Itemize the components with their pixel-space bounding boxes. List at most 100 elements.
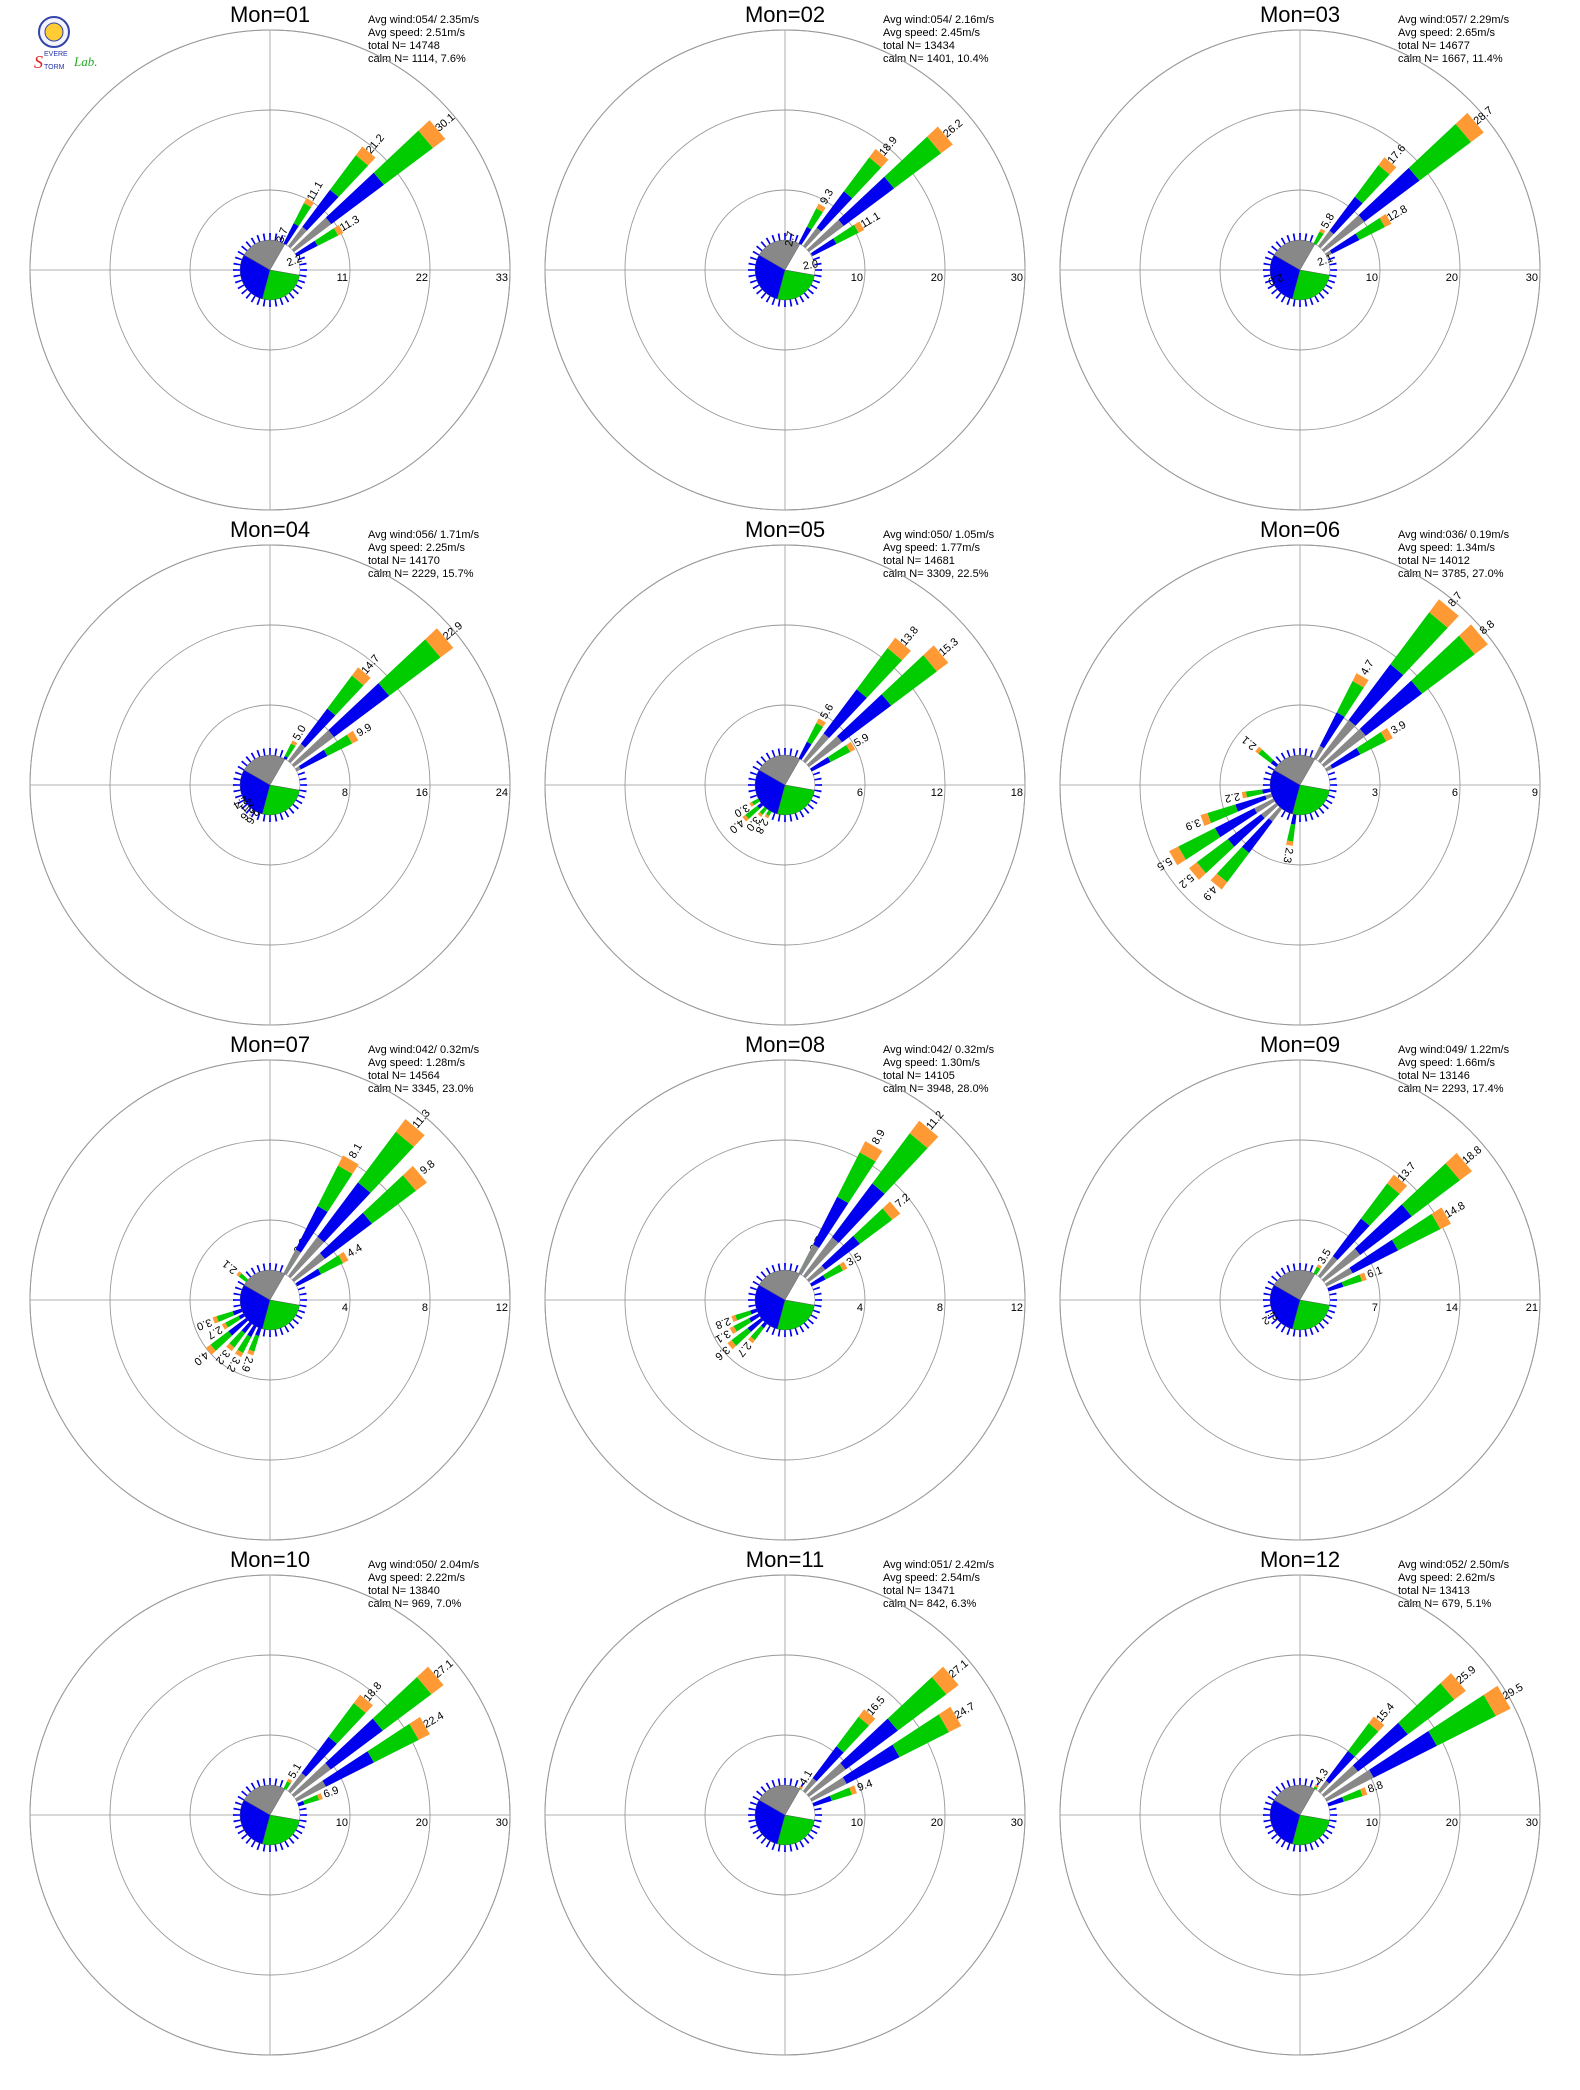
minor-spoke (1286, 1327, 1291, 1336)
bar-value-label: 12.8 (1385, 203, 1410, 224)
minor-spoke (1314, 1325, 1320, 1333)
minor-spoke (777, 748, 781, 756)
bar-value-label: 2.9 (239, 1355, 256, 1373)
bar-value-label: 15.4 (1374, 1701, 1397, 1725)
minor-spoke (299, 262, 307, 266)
minor-spoke (760, 1786, 767, 1793)
rose-bar-segment (1349, 1239, 1399, 1274)
stats-line: calm N= 2293, 17.4% (1398, 1083, 1504, 1095)
rose-bar-segment (892, 1714, 950, 1758)
rose-bar-segment (1325, 765, 1333, 772)
minor-spoke (292, 1318, 299, 1325)
rose-bar-segment (1327, 1796, 1344, 1807)
minor-spoke (1286, 297, 1291, 306)
minor-spoke (1292, 1844, 1296, 1852)
rose-bar-segment (320, 1212, 373, 1259)
minor-spoke (1322, 1318, 1329, 1325)
minor-spoke (1304, 1778, 1308, 1786)
rose-bar-segment (823, 689, 867, 739)
minor-spoke (760, 1271, 767, 1278)
minor-spoke (1267, 1280, 1275, 1286)
minor-spoke (1309, 749, 1314, 758)
minor-spoke (814, 777, 822, 781)
windrose-svg: 3.711.121.230.111.32.211 22 33 (29, 29, 511, 511)
minor-spoke (810, 1314, 818, 1320)
minor-spoke (1263, 784, 1271, 786)
minor-spoke (756, 760, 763, 767)
ring-tick-label: 8 (342, 787, 348, 799)
minor-spoke (814, 1299, 822, 1301)
rose-bar-segment (1356, 732, 1387, 755)
minor-spoke (245, 807, 252, 814)
minor-spoke (1267, 284, 1275, 290)
minor-spoke (233, 789, 241, 793)
center-pie-slice (261, 784, 300, 816)
minor-spoke (789, 1844, 793, 1852)
rose-bar-segment (806, 219, 844, 253)
minor-spoke (765, 1267, 771, 1275)
minor-spoke (233, 1807, 241, 1811)
minor-spoke (1309, 1264, 1314, 1273)
minor-spoke (297, 1309, 306, 1314)
rose-bar-segment (314, 228, 339, 246)
rose-bar-segment (248, 1334, 260, 1352)
minor-spoke (1318, 292, 1325, 299)
minor-spoke (241, 1833, 248, 1840)
rose-bar-segment (798, 1244, 820, 1275)
rose-bar-segment (757, 802, 764, 809)
minor-spoke (274, 299, 278, 307)
minor-spoke (295, 799, 303, 805)
rose-bar-segment (802, 227, 822, 249)
windrose-panel: Mon=12 Avg wind:052/ 2.50m/s Avg speed: 2.… (1040, 1545, 1560, 2060)
minor-spoke (784, 233, 786, 241)
minor-spoke (1329, 789, 1337, 793)
minor-spoke (1263, 1292, 1271, 1296)
minor-spoke (279, 1842, 284, 1851)
bar-value-label: 18.8 (362, 1680, 385, 1704)
minor-spoke (256, 812, 261, 821)
minor-spoke (1292, 1263, 1296, 1271)
minor-spoke (1329, 262, 1337, 266)
ring-tick-label: 4 (342, 1302, 348, 1314)
minor-spoke (752, 1280, 760, 1286)
minor-spoke (274, 1329, 278, 1337)
minor-spoke (1325, 1314, 1333, 1320)
minor-spoke (784, 1778, 786, 1786)
rose-bar-segment (295, 1206, 328, 1253)
rose-bar-segment (856, 647, 903, 698)
stats-line: Avg speed: 1.77m/s (883, 542, 981, 554)
grid-ring (189, 1734, 351, 1896)
rose-bar-segment (418, 120, 446, 149)
bar-value-label: 6.9 (322, 1784, 340, 1801)
minor-spoke (1309, 297, 1314, 306)
rose-bar-segment (317, 1793, 323, 1801)
minor-spoke (777, 1263, 781, 1271)
rose-bar-segment (212, 1316, 219, 1324)
rose-bar-segment (303, 197, 315, 208)
rose-bar-segment (806, 723, 824, 745)
minor-spoke (1292, 299, 1296, 307)
minor-spoke (749, 1286, 758, 1291)
rose-bar-segment (1178, 827, 1221, 860)
minor-spoke (1329, 1299, 1337, 1301)
stats-block: Avg wind:049/ 1.22m/s Avg speed: 1.66m/s t… (1398, 1044, 1509, 1096)
rose-bar-segment (812, 1746, 844, 1782)
minor-spoke (794, 1842, 799, 1851)
grid-outer-ring (29, 1574, 511, 2056)
ring-tick-label: 10 (851, 272, 863, 284)
minor-spoke (1299, 814, 1301, 822)
rose-bar-segment (1380, 728, 1393, 742)
minor-spoke (237, 250, 245, 256)
rose-bar-segment (317, 1255, 344, 1275)
minor-spoke (807, 288, 814, 295)
minor-spoke (299, 1807, 307, 1811)
minor-spoke (812, 794, 821, 799)
grid-ring (624, 1654, 946, 1976)
rose-bar-segment (1207, 804, 1238, 824)
minor-spoke (250, 1840, 256, 1848)
rose-bar-segment (295, 240, 318, 257)
rose-bar-segment (347, 730, 359, 744)
bar-value-label: 27.1 (432, 1658, 456, 1681)
rose-bar-segment (229, 1330, 246, 1348)
minor-spoke (803, 292, 810, 299)
